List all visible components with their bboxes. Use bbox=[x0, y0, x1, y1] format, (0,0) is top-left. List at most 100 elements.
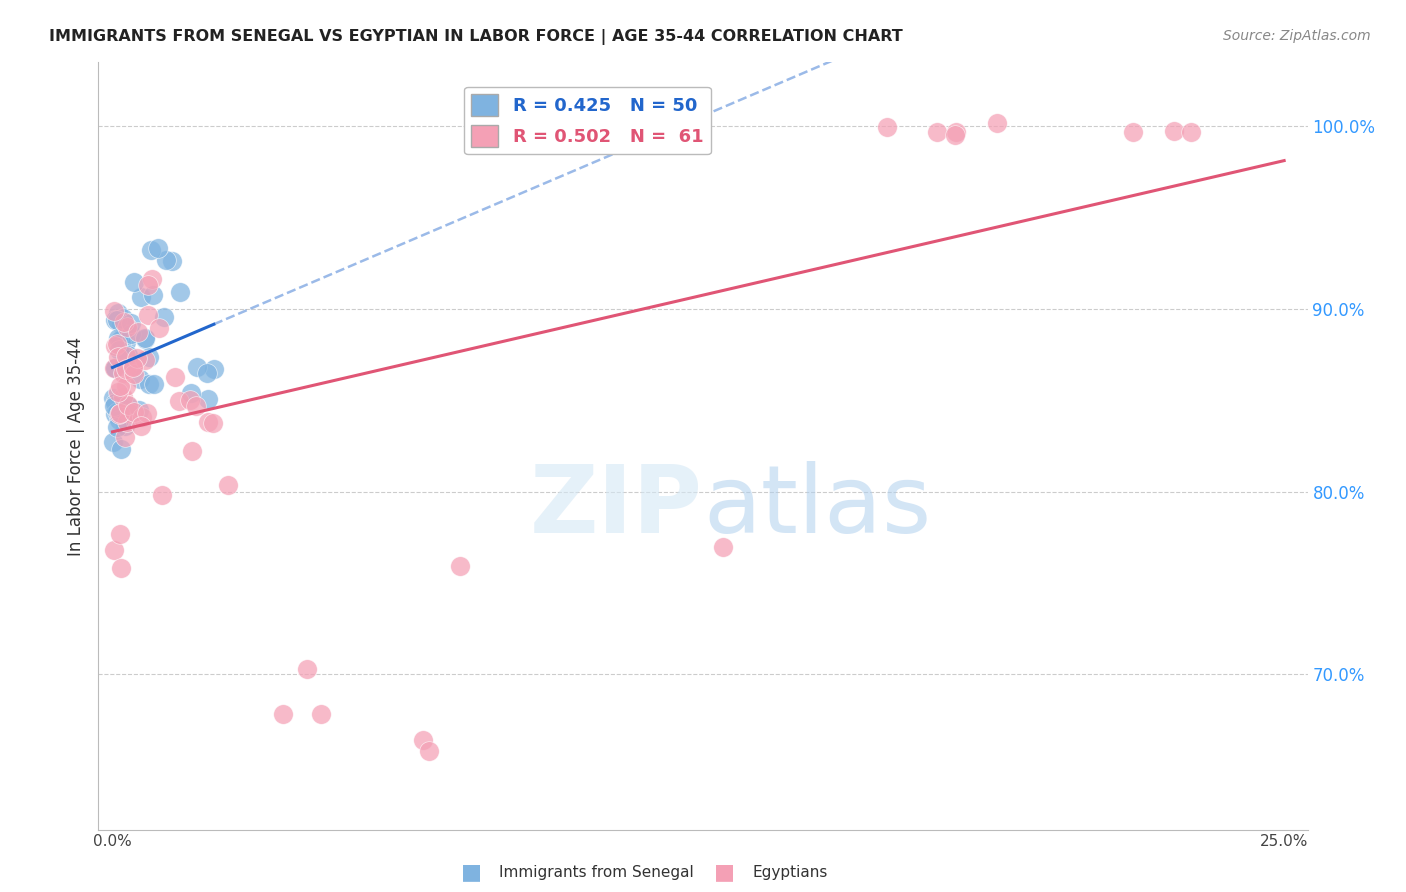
Legend: R = 0.425   N = 50, R = 0.502   N =  61: R = 0.425 N = 50, R = 0.502 N = 61 bbox=[464, 87, 711, 154]
Point bbox=[186, 359, 208, 374]
Point bbox=[103, 360, 125, 375]
Point bbox=[111, 310, 134, 325]
Point bbox=[131, 419, 153, 434]
Point bbox=[125, 351, 148, 365]
Point bbox=[217, 478, 239, 492]
Point bbox=[115, 361, 138, 376]
Point bbox=[104, 396, 127, 410]
Point bbox=[111, 367, 134, 381]
Text: IMMIGRANTS FROM SENEGAL VS EGYPTIAN IN LABOR FORCE | AGE 35-44 CORRELATION CHART: IMMIGRANTS FROM SENEGAL VS EGYPTIAN IN L… bbox=[49, 29, 903, 45]
Point bbox=[117, 399, 139, 413]
Point bbox=[129, 290, 152, 304]
Text: Immigrants from Senegal: Immigrants from Senegal bbox=[499, 865, 695, 880]
Point bbox=[110, 318, 132, 332]
Point bbox=[117, 348, 139, 362]
Point bbox=[108, 343, 131, 358]
Point bbox=[273, 706, 295, 721]
Point bbox=[134, 353, 156, 368]
Point bbox=[418, 744, 440, 758]
Point bbox=[107, 385, 129, 400]
Point bbox=[115, 334, 138, 349]
Point bbox=[105, 405, 128, 419]
Point bbox=[120, 316, 142, 330]
Point bbox=[945, 125, 967, 139]
Point bbox=[118, 406, 141, 420]
Point bbox=[169, 285, 191, 299]
Point bbox=[148, 241, 170, 255]
Point bbox=[181, 444, 204, 458]
Point bbox=[876, 120, 898, 134]
Point bbox=[129, 372, 152, 386]
Point bbox=[197, 392, 219, 406]
Point bbox=[120, 327, 142, 342]
Point bbox=[128, 403, 150, 417]
Point bbox=[111, 390, 134, 404]
Point bbox=[105, 337, 128, 351]
Point bbox=[103, 543, 125, 558]
Point bbox=[139, 243, 162, 257]
Point bbox=[295, 662, 318, 676]
Point bbox=[105, 312, 128, 326]
Point bbox=[167, 394, 190, 409]
Point bbox=[122, 275, 145, 289]
Point bbox=[103, 304, 125, 318]
Point bbox=[115, 409, 138, 423]
Point bbox=[1122, 124, 1144, 138]
Point bbox=[141, 272, 163, 286]
Point bbox=[107, 412, 129, 426]
Point bbox=[131, 410, 153, 425]
Point bbox=[943, 128, 966, 143]
Point bbox=[143, 377, 166, 392]
Point bbox=[311, 706, 333, 721]
Point bbox=[104, 338, 127, 352]
Point bbox=[122, 405, 145, 419]
Point bbox=[138, 377, 160, 392]
Point bbox=[134, 330, 156, 344]
Point bbox=[114, 349, 136, 363]
Point bbox=[127, 326, 149, 340]
Point bbox=[122, 359, 145, 373]
Point bbox=[103, 399, 125, 413]
Point bbox=[179, 392, 201, 407]
Point bbox=[104, 313, 127, 327]
Point bbox=[986, 116, 1008, 130]
Point bbox=[107, 407, 129, 421]
Point bbox=[112, 315, 135, 329]
Point bbox=[134, 332, 156, 346]
Point bbox=[1180, 125, 1202, 139]
Point bbox=[136, 278, 159, 293]
Point bbox=[110, 442, 132, 456]
Point bbox=[162, 253, 184, 268]
Point bbox=[153, 310, 176, 325]
Point bbox=[180, 386, 202, 401]
Point bbox=[165, 370, 187, 384]
Point bbox=[184, 399, 207, 413]
Point bbox=[114, 419, 136, 434]
Point bbox=[202, 416, 225, 430]
Point bbox=[110, 561, 132, 575]
Point bbox=[103, 435, 125, 450]
Point bbox=[111, 401, 134, 415]
Y-axis label: In Labor Force | Age 35-44: In Labor Force | Age 35-44 bbox=[66, 336, 84, 556]
Point bbox=[110, 336, 132, 351]
Point bbox=[150, 488, 173, 502]
Point bbox=[108, 526, 131, 541]
Text: ZIP: ZIP bbox=[530, 461, 703, 553]
Point bbox=[107, 331, 129, 345]
Point bbox=[117, 398, 139, 412]
Point bbox=[107, 351, 129, 365]
Point bbox=[136, 406, 159, 420]
Text: ■: ■ bbox=[714, 863, 734, 882]
Point bbox=[101, 392, 124, 406]
Text: Source: ZipAtlas.com: Source: ZipAtlas.com bbox=[1223, 29, 1371, 43]
Point bbox=[138, 350, 160, 364]
Point bbox=[112, 326, 135, 341]
Text: atlas: atlas bbox=[703, 461, 931, 553]
Point bbox=[108, 333, 131, 347]
Point bbox=[711, 541, 734, 555]
Point bbox=[104, 361, 127, 376]
Point bbox=[202, 361, 225, 376]
Point bbox=[195, 366, 218, 380]
Point bbox=[148, 321, 170, 335]
Point bbox=[108, 406, 131, 420]
